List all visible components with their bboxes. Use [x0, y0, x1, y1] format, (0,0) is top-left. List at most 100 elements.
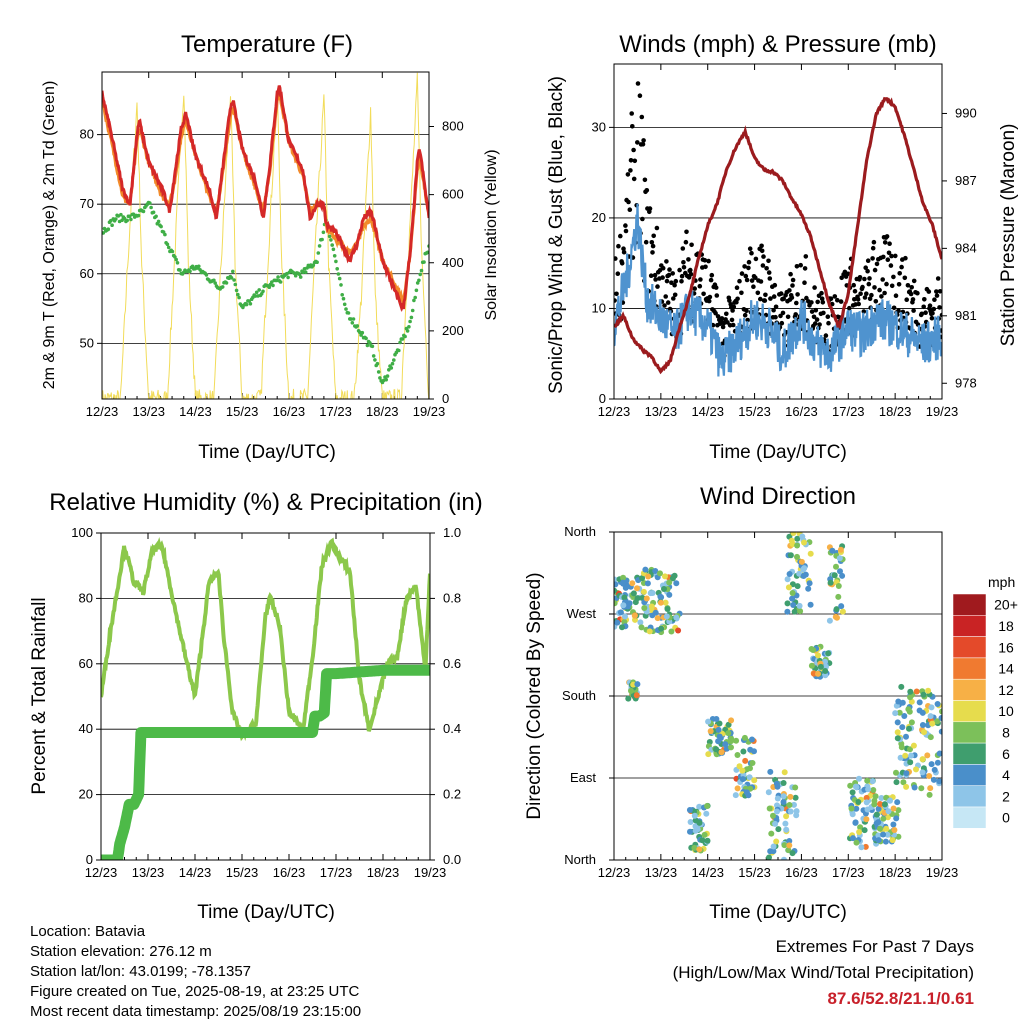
dewpoint-point — [360, 330, 365, 335]
direction-point — [789, 541, 796, 548]
winds-ytick-label: 30 — [592, 119, 606, 134]
humidity-ytick-right-label: 0.0 — [443, 852, 461, 867]
temperature-ytick-right-label: 800 — [442, 119, 464, 134]
dewpoint-point — [364, 336, 368, 341]
gust-point — [650, 250, 655, 255]
direction-point — [796, 570, 803, 577]
gust-point — [903, 255, 908, 261]
gust-point — [851, 282, 856, 288]
temperature-xtick-label: 16/23 — [273, 404, 306, 419]
gust-point — [839, 275, 844, 281]
direction-point — [657, 593, 664, 600]
direction-point — [780, 780, 787, 786]
gust-point — [616, 243, 621, 249]
gust-point — [772, 282, 778, 288]
dewpoint-point — [248, 302, 253, 306]
direction-point — [715, 726, 722, 733]
temperature-panel: Temperature (F) 50607080020040060080012/… — [41, 31, 500, 463]
gust-point — [628, 158, 634, 163]
gust-point — [640, 216, 645, 222]
direction-point — [662, 599, 669, 606]
direction-point — [871, 801, 878, 808]
direction-xtick-label: 14/23 — [691, 865, 724, 880]
gust-point — [893, 253, 898, 259]
direction-point — [787, 808, 794, 815]
direction-point — [927, 734, 934, 741]
gust-point — [631, 176, 637, 182]
direction-point — [936, 750, 942, 757]
direction-point — [822, 668, 829, 674]
direction-point — [835, 593, 842, 600]
winds-xtick-label: 18/23 — [879, 404, 912, 419]
direction-point — [725, 730, 732, 737]
direction-point — [910, 742, 917, 749]
dewpoint-point — [159, 224, 163, 229]
direction-point — [625, 695, 632, 702]
direction-point — [893, 769, 899, 776]
gust-point — [670, 271, 675, 276]
direction-point — [658, 625, 665, 632]
direction-point — [789, 590, 796, 596]
direction-point — [799, 533, 806, 540]
direction-point — [938, 715, 942, 721]
temperature-xtick-label: 18/23 — [366, 404, 399, 419]
dewpoint-point — [412, 298, 416, 303]
direction-point — [883, 825, 890, 832]
gust-point — [790, 277, 796, 283]
gust-point — [621, 246, 626, 251]
direction-point — [920, 691, 927, 698]
direction-point — [774, 783, 781, 790]
direction-point — [782, 820, 789, 827]
legend-label: 14 — [998, 661, 1014, 677]
dewpoint-point — [400, 337, 405, 341]
dewpoint-point — [398, 340, 402, 345]
direction-point — [829, 547, 836, 554]
gust-point — [915, 290, 920, 296]
gust-point — [937, 305, 942, 310]
gust-point — [905, 283, 911, 288]
legend-color-box — [952, 700, 987, 723]
direction-point — [880, 831, 887, 838]
temperature-xtick-label: 15/23 — [226, 404, 259, 419]
direction-point — [780, 799, 787, 805]
gust-point — [669, 280, 674, 286]
direction-point — [740, 748, 747, 755]
dewpoint-point — [166, 245, 171, 250]
gust-point — [766, 258, 771, 264]
gust-point — [644, 188, 650, 193]
direction-point — [899, 724, 906, 731]
direction-point — [687, 828, 693, 835]
humidity-xtick-label: 19/23 — [414, 865, 447, 880]
direction-point — [696, 803, 703, 810]
direction-xtick-label: 17/23 — [832, 865, 865, 880]
dewpoint-point — [109, 218, 113, 223]
gust-point — [640, 142, 646, 147]
gust-point — [759, 243, 764, 249]
direction-point — [781, 769, 788, 776]
gust-point — [886, 250, 892, 256]
direction-point — [934, 759, 941, 766]
gust-point — [865, 258, 871, 264]
direction-point — [903, 770, 910, 777]
dewpoint-point — [204, 273, 209, 277]
direction-point — [789, 850, 796, 857]
direction-point — [654, 615, 661, 622]
dewpoint-point — [417, 278, 421, 283]
gust-point — [788, 271, 793, 277]
dewpoint-point — [236, 292, 240, 297]
direction-point — [918, 785, 925, 792]
gust-point — [735, 296, 740, 302]
gust-point — [702, 258, 708, 263]
direction-point — [864, 806, 871, 813]
dewpoint-point — [149, 205, 153, 210]
direction-point — [903, 783, 910, 790]
gust-point — [934, 289, 939, 294]
gust-point — [835, 297, 840, 303]
gust-point — [628, 168, 633, 173]
direction-point — [798, 558, 805, 565]
direction-point — [666, 579, 673, 586]
direction-point — [614, 581, 619, 588]
gust-point — [626, 199, 631, 205]
gust-point — [698, 277, 703, 282]
direction-point — [675, 627, 682, 634]
